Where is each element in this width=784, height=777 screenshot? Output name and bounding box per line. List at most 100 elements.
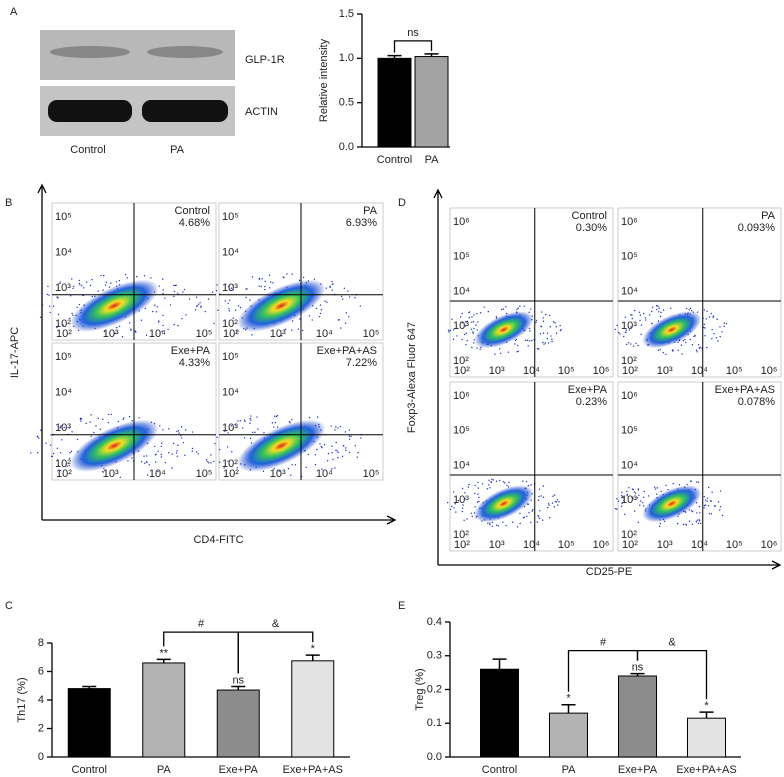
event-dot <box>685 341 687 344</box>
event-dot <box>52 452 55 455</box>
event-dot <box>631 496 633 498</box>
event-dot <box>680 344 683 346</box>
y-tick-label: 10⁶ <box>453 216 470 228</box>
event-dot <box>30 452 32 454</box>
event-dot <box>560 328 562 331</box>
event-dot <box>621 496 623 499</box>
event-dot <box>678 484 681 486</box>
x-tick-label: 10⁴ <box>523 539 540 551</box>
event-dot <box>695 349 698 351</box>
event-dot <box>359 305 362 307</box>
y-tick-label: 10³ <box>222 282 238 294</box>
event-dot <box>448 331 450 333</box>
event-dot <box>528 511 530 514</box>
event-dot <box>648 314 651 316</box>
sample-name: Exe+PA+AS <box>317 345 377 357</box>
x-tick-label: 10⁵ <box>726 365 743 377</box>
event-dot <box>332 458 334 461</box>
event-dot <box>182 291 184 293</box>
event-dot <box>622 496 624 499</box>
event-dot <box>290 474 292 476</box>
event-dot <box>662 351 665 354</box>
event-dot <box>331 280 333 283</box>
y-tick-label: 4 <box>38 694 44 706</box>
event-dot <box>91 295 93 298</box>
event-dot <box>715 337 718 339</box>
event-dot <box>319 443 321 445</box>
event-dot <box>471 346 473 349</box>
sample-name: Exe+PA <box>171 345 211 357</box>
event-dot <box>548 516 551 519</box>
gate-percent: 0.23% <box>576 396 607 408</box>
bar <box>549 712 588 758</box>
bar <box>480 668 519 758</box>
event-dot <box>524 339 527 342</box>
event-dot <box>696 519 698 521</box>
y-tick-label: 10³ <box>621 494 637 506</box>
event-dot <box>447 329 450 331</box>
event-dot <box>704 499 707 501</box>
event-dot <box>526 339 529 342</box>
lane-label: Control <box>70 144 105 156</box>
sample-name: Exe+PA+AS <box>715 384 775 396</box>
event-dot <box>477 321 479 323</box>
event-dot <box>466 518 468 520</box>
event-dot <box>517 307 519 309</box>
event-dot <box>540 325 542 327</box>
event-dot <box>636 497 639 499</box>
event-dot <box>191 450 193 452</box>
event-dot <box>635 342 637 344</box>
event-dot <box>256 416 258 418</box>
event-dot <box>623 335 625 338</box>
event-dot <box>327 453 330 455</box>
event-dot <box>177 324 179 327</box>
event-dot <box>691 510 694 513</box>
event-dot <box>258 285 260 287</box>
event-dot <box>154 445 156 448</box>
event-dot <box>682 340 685 342</box>
event-dot <box>684 339 686 341</box>
event-dot <box>453 507 455 509</box>
event-dot <box>72 287 74 290</box>
event-dot <box>554 322 556 324</box>
event-dot <box>706 310 708 312</box>
event-dot <box>143 455 145 457</box>
event-dot <box>234 424 236 426</box>
event-dot <box>245 296 247 299</box>
event-dot <box>452 491 455 493</box>
event-dot <box>473 327 475 330</box>
event-dot <box>143 275 146 277</box>
event-dot <box>468 312 470 314</box>
event-dot <box>68 465 71 467</box>
gate-percent: 4.33% <box>179 357 210 369</box>
event-dot <box>78 303 81 306</box>
y-tick-label: 10² <box>222 318 238 330</box>
event-dot <box>624 316 627 318</box>
panel-label: E <box>398 600 405 612</box>
event-dot <box>712 315 715 317</box>
event-dot <box>655 308 658 311</box>
event-dot <box>551 340 553 343</box>
event-dot <box>299 318 301 320</box>
event-dot <box>145 334 148 336</box>
x-tick-label: 10⁵ <box>196 468 213 480</box>
event-dot <box>56 326 58 329</box>
event-dot <box>71 312 73 315</box>
event-dot <box>657 305 659 308</box>
bracket <box>393 40 433 53</box>
event-dot <box>654 486 656 488</box>
event-dot <box>97 417 100 420</box>
event-dot <box>491 525 494 528</box>
bracket-label: ns <box>407 27 419 39</box>
event-dot <box>465 344 467 346</box>
event-dot <box>694 334 696 337</box>
event-dot <box>217 309 219 312</box>
event-dot <box>160 453 163 456</box>
event-dot <box>227 302 229 305</box>
event-dot <box>81 285 83 287</box>
event-dot <box>171 453 173 455</box>
event-dot <box>472 331 474 333</box>
event-dot <box>705 318 707 320</box>
y-tick-label: 10³ <box>55 282 71 294</box>
event-dot <box>464 492 466 494</box>
